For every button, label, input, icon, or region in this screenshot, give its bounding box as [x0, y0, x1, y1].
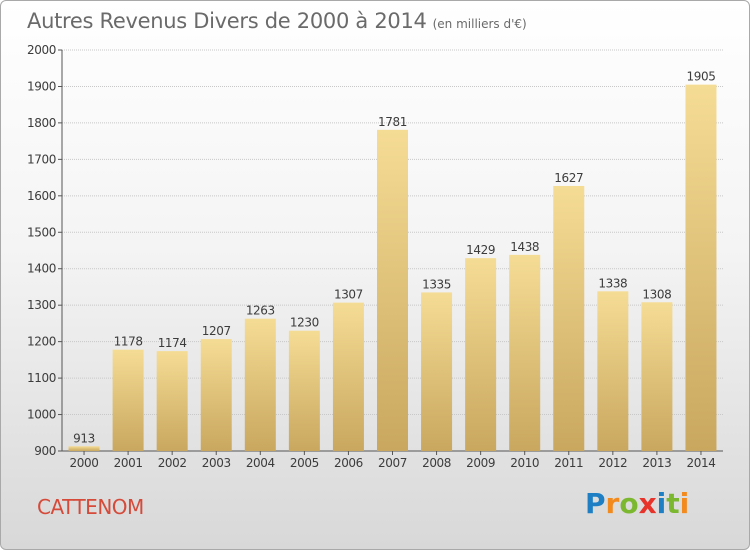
x-tick-label-2005: 2005 — [290, 456, 319, 470]
y-tick-label-1400: 1400 — [27, 262, 56, 276]
bar-2005 — [288, 330, 320, 451]
y-tick-label-1900: 1900 — [27, 79, 56, 93]
x-tick-label-2014: 2014 — [686, 456, 715, 470]
x-tick-label-2007: 2007 — [378, 456, 407, 470]
bar-2008 — [421, 292, 453, 451]
data-label-2004: 1263 — [246, 304, 275, 318]
bar-2009 — [465, 258, 497, 451]
brand-letter: x — [638, 487, 657, 520]
brand-letter: i — [656, 487, 667, 520]
brand-letter: r — [605, 487, 620, 520]
brand-letter: P — [585, 487, 606, 520]
data-label-2010: 1438 — [510, 240, 539, 254]
chart-subtitle: (en milliers d'€) — [432, 17, 527, 31]
data-label-2006: 1307 — [334, 288, 363, 302]
data-label-2005: 1230 — [290, 316, 319, 330]
data-label-2008: 1335 — [422, 277, 451, 291]
labels: 900 1000 1100 1200 1300 1400 1500 1600 1700 1800 1… — [27, 43, 716, 470]
y-tick-label-1100: 1100 — [27, 371, 56, 385]
data-label-2003: 1207 — [202, 324, 231, 338]
x-tick-label-2012: 2012 — [598, 456, 627, 470]
data-label-2014: 1905 — [686, 70, 715, 84]
brand-letter: t — [666, 487, 680, 520]
bar-2001 — [112, 349, 144, 451]
bar-2013 — [641, 302, 673, 451]
data-label-2012: 1338 — [598, 276, 627, 290]
bar-2011 — [553, 185, 585, 451]
x-tick-label-2010: 2010 — [510, 456, 539, 470]
data-label-2000: 913 — [73, 431, 95, 445]
x-tick-label-2011: 2011 — [554, 456, 583, 470]
brand-logo: Proxiti — [585, 487, 689, 520]
bars — [68, 84, 717, 451]
y-tick-label-1800: 1800 — [27, 116, 56, 130]
bar-2010 — [509, 254, 541, 451]
y-tick-label-1600: 1600 — [27, 189, 56, 203]
x-tick-label-2004: 2004 — [246, 456, 275, 470]
x-tick-label-2008: 2008 — [422, 456, 451, 470]
bar-2003 — [200, 339, 232, 451]
y-tick-label-2000: 2000 — [27, 43, 56, 57]
data-label-2002: 1174 — [158, 336, 187, 350]
y-tick-label-1200: 1200 — [27, 335, 56, 349]
x-tick-label-2000: 2000 — [70, 456, 99, 470]
x-tick-label-2013: 2013 — [642, 456, 671, 470]
title-row: Autres Revenus Divers de 2000 à 2014 (en … — [27, 9, 527, 33]
x-tick-label-2001: 2001 — [114, 456, 143, 470]
x-tick-label-2009: 2009 — [466, 456, 495, 470]
bar-2006 — [332, 302, 364, 451]
chart-title: Autres Revenus Divers de 2000 à 2014 — [27, 9, 427, 33]
bar-2014 — [685, 84, 717, 451]
bar-2012 — [597, 291, 629, 451]
data-label-2011: 1627 — [554, 171, 583, 185]
y-tick-label-1300: 1300 — [27, 298, 56, 312]
bar-2002 — [156, 351, 188, 451]
data-label-2009: 1429 — [466, 243, 495, 257]
x-tick-label-2002: 2002 — [158, 456, 187, 470]
bar-2007 — [377, 129, 408, 451]
bar-2000 — [68, 446, 100, 451]
bar-2004 — [244, 318, 276, 451]
brand-letter: i — [679, 487, 690, 520]
x-tick-label-2003: 2003 — [202, 456, 231, 470]
data-label-2001: 1178 — [114, 335, 143, 349]
y-tick-label-900: 900 — [34, 444, 56, 458]
data-label-2013: 1308 — [642, 287, 671, 301]
brand-letter: o — [619, 487, 639, 520]
y-tick-label-1500: 1500 — [27, 225, 56, 239]
place-name: CATTENOM — [37, 495, 144, 519]
data-label-2007: 1781 — [378, 115, 407, 129]
y-tick-label-1000: 1000 — [27, 408, 56, 422]
y-tick-label-1700: 1700 — [27, 152, 56, 166]
x-tick-label-2006: 2006 — [334, 456, 363, 470]
